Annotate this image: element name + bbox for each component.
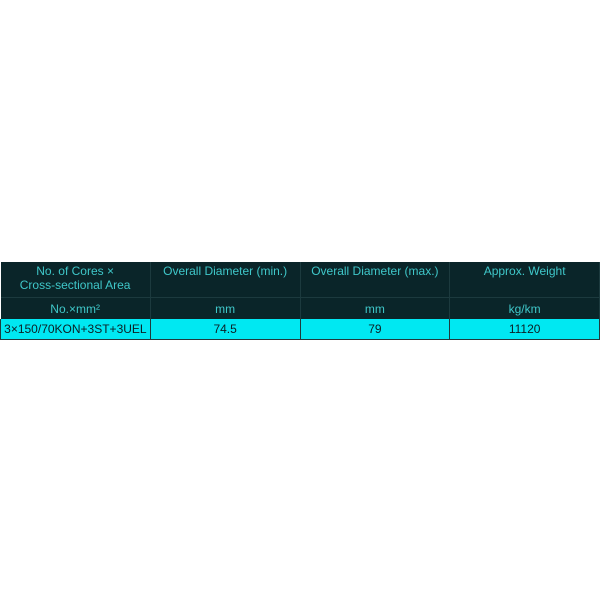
- unit-cores-area: No.×mm²: [0, 297, 151, 319]
- units-row: No.×mm² mm mm kg/km: [0, 297, 600, 319]
- cell-diameter-max: 79: [300, 319, 451, 340]
- table-row: 3×150/70KON+3ST+3UEL 74.5 79 11120: [0, 319, 600, 340]
- cell-weight: 11120: [449, 319, 600, 340]
- header-diameter-max: Overall Diameter (max.): [300, 262, 451, 298]
- unit-weight: kg/km: [449, 297, 600, 319]
- header-cores-area: No. of Cores × Cross-sectional Area: [0, 262, 151, 298]
- header-weight: Approx. Weight: [449, 262, 600, 298]
- header-row: No. of Cores × Cross-sectional Area Over…: [0, 262, 600, 298]
- header-diameter-min: Overall Diameter (min.): [150, 262, 301, 298]
- cable-spec-table: No. of Cores × Cross-sectional Area Over…: [0, 262, 600, 340]
- unit-diameter-min: mm: [150, 297, 301, 319]
- cell-cores-area: 3×150/70KON+3ST+3UEL: [0, 319, 151, 340]
- unit-diameter-max: mm: [300, 297, 451, 319]
- cell-diameter-min: 74.5: [150, 319, 301, 340]
